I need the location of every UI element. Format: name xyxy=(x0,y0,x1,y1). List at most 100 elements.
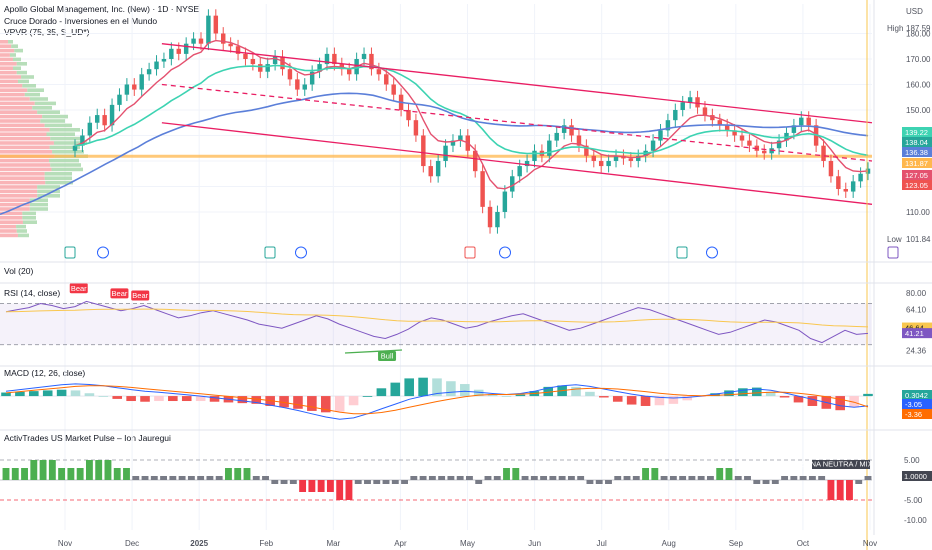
vpvr-bar-up xyxy=(44,123,72,128)
vpvr-bar-up xyxy=(44,172,72,176)
vpvr-bar-up xyxy=(48,158,79,163)
pulse-bar xyxy=(447,476,455,480)
candle-body xyxy=(799,117,804,126)
candle-body xyxy=(176,48,181,54)
x-tick-label: Nov xyxy=(863,539,877,548)
pulse-bar xyxy=(669,476,677,480)
vpvr-bar-down xyxy=(0,110,38,114)
macd-histogram-bar xyxy=(112,396,123,399)
rsi-bull-badge xyxy=(378,351,397,361)
pulse-bar xyxy=(85,460,93,480)
macd-histogram-bar xyxy=(710,393,720,397)
candle-body xyxy=(272,56,278,65)
vpvr-bar-down xyxy=(0,202,30,207)
candle-body xyxy=(421,135,426,167)
vpvr-bar-up xyxy=(13,57,21,62)
macd-histogram-bar xyxy=(599,396,609,398)
macd-histogram-bar xyxy=(501,396,512,397)
x-tick-label: Nov xyxy=(58,539,72,548)
pulse-bar xyxy=(688,476,696,480)
candle-body xyxy=(102,115,107,126)
vpvr-bar-down xyxy=(0,70,17,75)
price-tag-label: 136.38 xyxy=(905,148,928,157)
dividend-marker xyxy=(499,246,511,259)
candle-body xyxy=(221,33,226,44)
vpvr-bar-down xyxy=(0,194,38,198)
candle-body xyxy=(435,160,441,177)
candle-body xyxy=(532,150,537,161)
candle-body xyxy=(695,97,700,108)
macd-histogram-bar xyxy=(362,396,373,397)
ema-mid-line xyxy=(74,64,869,157)
candle-body xyxy=(250,58,256,65)
vpvr-bar-up xyxy=(16,229,27,233)
vpvr-bar-down xyxy=(0,88,28,92)
candle-body xyxy=(324,53,330,65)
price-tick-label: 170.00 xyxy=(906,55,931,64)
symbol-title: Apollo Global Management, Inc. (New) · 1… xyxy=(4,4,199,14)
high-label: High xyxy=(887,24,903,33)
pulse-bar xyxy=(21,468,28,480)
candle-body xyxy=(72,145,78,151)
x-tick-label: Apr xyxy=(394,539,407,548)
rsi-bull-divergence-line xyxy=(344,349,403,354)
pulse-bar xyxy=(781,476,789,480)
pulse-bar xyxy=(299,480,307,492)
macd-histogram-bar xyxy=(84,393,95,397)
candle-body xyxy=(517,166,522,177)
x-tick-label: Mar xyxy=(326,539,340,548)
vpvr-bar-up xyxy=(34,101,56,106)
candle-body xyxy=(132,84,137,90)
candle-body xyxy=(243,53,248,59)
candle-body xyxy=(510,176,515,192)
pulse-bar xyxy=(818,476,826,480)
candle-body xyxy=(235,46,241,54)
macd-histogram-bar xyxy=(543,386,554,397)
macd-histogram-bar xyxy=(251,396,262,404)
pulse-bar xyxy=(679,476,687,480)
vpvr-bar-up xyxy=(49,128,80,132)
macd-histogram-bar xyxy=(432,378,442,397)
candle-body xyxy=(576,135,582,146)
candle-body xyxy=(524,160,530,167)
macd-histogram-bar xyxy=(515,394,526,397)
pulse-bar xyxy=(2,468,10,480)
macd-histogram-bar xyxy=(376,388,387,397)
candle-body xyxy=(472,150,478,172)
rsi-tag-label: 46.64 xyxy=(905,324,924,333)
vpvr-bar-up xyxy=(42,114,68,119)
price-tick-label: 180.00 xyxy=(906,29,931,38)
pulse-bar xyxy=(373,480,381,484)
vpvr-bar-down xyxy=(0,180,46,185)
macd-tag-bg xyxy=(902,399,932,409)
vpvr-bar-down xyxy=(0,163,51,167)
vpvr-bar-down xyxy=(0,84,23,88)
candle-body xyxy=(146,69,152,75)
pulse-bar xyxy=(660,476,668,480)
pulse-bar xyxy=(206,476,214,480)
candle-body xyxy=(265,64,270,72)
vpvr-bar-up xyxy=(17,79,29,84)
vpvr-bar-up xyxy=(44,176,72,180)
vpvr-bar-down xyxy=(0,229,17,233)
pulse-bar xyxy=(123,468,130,480)
candle-body xyxy=(302,84,307,90)
pulse-bar xyxy=(475,480,483,484)
vpvr-bar-up xyxy=(37,110,60,114)
macd-histogram-bar xyxy=(863,393,873,397)
candle-body xyxy=(650,140,656,151)
macd-histogram-bar xyxy=(668,396,679,404)
candle-body xyxy=(569,125,574,136)
pulse-bar xyxy=(521,476,529,480)
pulse-bar xyxy=(141,476,149,480)
vpvr-bar-up xyxy=(45,180,73,185)
candle-body xyxy=(636,155,641,161)
macd-histogram-bar xyxy=(195,396,206,402)
pulse-bar xyxy=(271,480,279,484)
indicator-golden-cross-label: Cruce Dorado - Inversiones en el Mundo xyxy=(4,16,157,26)
candle-body xyxy=(687,97,693,103)
pulse-bar xyxy=(836,480,844,500)
pulse-bar xyxy=(76,468,84,480)
vpvr-bar-up xyxy=(17,233,29,238)
